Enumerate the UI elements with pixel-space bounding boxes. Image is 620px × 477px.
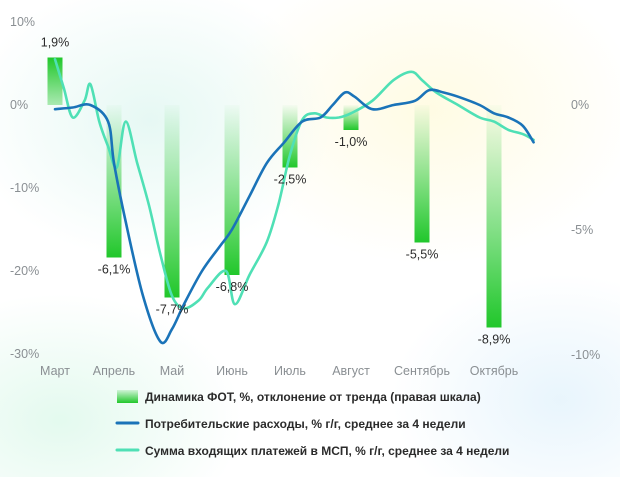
category-tick: Май xyxy=(160,364,185,378)
bar xyxy=(414,105,430,243)
left-axis-ticks: 10% 0% -10% -20% -30% xyxy=(10,15,39,361)
right-axis-ticks: 0% -5% -10% xyxy=(571,98,600,362)
bar xyxy=(486,105,502,328)
category-tick: Июнь xyxy=(216,364,248,378)
legend: Динамика ФОТ, %, отклонение от тренда (п… xyxy=(115,390,509,458)
category-tick: Апрель xyxy=(93,364,135,378)
right-axis-tick: -10% xyxy=(571,348,600,362)
bar-series xyxy=(47,57,502,328)
bar xyxy=(106,105,122,258)
bar-data-labels: 1,9% -6,1% -7,7% -6,8% -2,5% -1,0% -5,5% -8,9% xyxy=(41,36,511,347)
legend-swatch-bars xyxy=(117,390,138,403)
bar-data-label: -1,0% xyxy=(335,135,368,149)
bar-data-label: -7,7% xyxy=(156,303,189,317)
legend-label-sme: Сумма входящих платежей в МСП, % г/г, ср… xyxy=(145,444,509,458)
line-series xyxy=(53,58,535,345)
bar-data-label: -8,9% xyxy=(478,333,511,347)
right-axis-tick: 0% xyxy=(571,98,589,112)
bar-data-label: -6,1% xyxy=(98,263,131,277)
category-axis-ticks: Март Апрель Май Июнь Июль Август Сентябрь Октяб… xyxy=(40,364,518,378)
line-consumer-spending xyxy=(53,88,535,345)
category-tick: Июль xyxy=(274,364,306,378)
bar xyxy=(164,105,180,298)
left-axis-tick: -30% xyxy=(10,347,39,361)
legend-label-consumer: Потребительские расходы, % г/г, среднее … xyxy=(145,417,466,431)
legend-label-bars: Динамика ФОТ, %, отклонение от тренда (п… xyxy=(145,390,481,404)
category-tick: Сентябрь xyxy=(394,364,450,378)
bar xyxy=(47,57,63,105)
bar-data-label: -2,5% xyxy=(274,173,307,187)
bar xyxy=(343,105,359,130)
left-axis-tick: 0% xyxy=(10,98,28,112)
category-tick: Август xyxy=(332,364,370,378)
line-sme-payments xyxy=(53,58,535,310)
bar-data-label: -5,5% xyxy=(406,248,439,262)
left-axis-tick: -20% xyxy=(10,264,39,278)
left-axis-tick: 10% xyxy=(10,15,35,29)
category-tick: Март xyxy=(40,364,70,378)
bar xyxy=(224,105,240,275)
right-axis-tick: -5% xyxy=(571,223,593,237)
bar-data-label: 1,9% xyxy=(41,36,70,50)
bar-data-label: -6,8% xyxy=(216,280,249,294)
category-tick: Октябрь xyxy=(470,364,518,378)
left-axis-tick: -10% xyxy=(10,181,39,195)
